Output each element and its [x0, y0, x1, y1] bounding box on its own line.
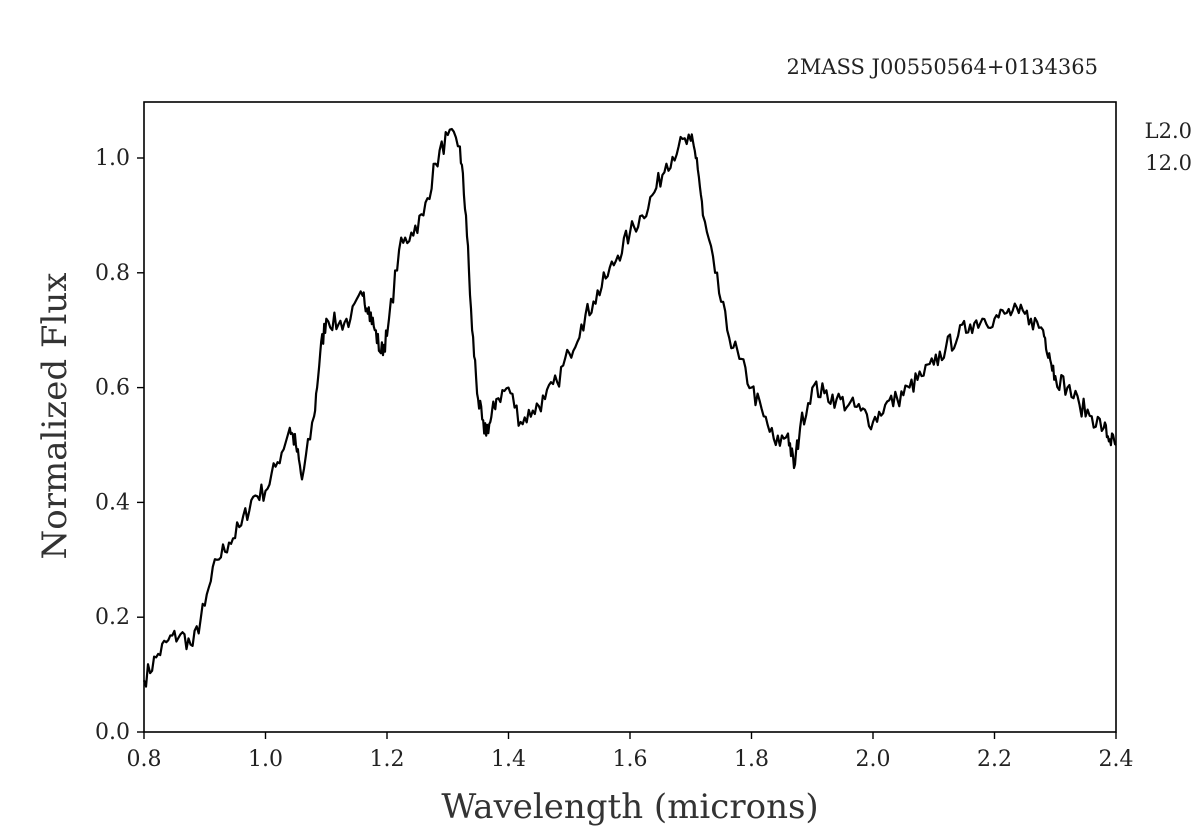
x-tick-label: 1.0	[248, 747, 283, 772]
y-tick-label: 0.2	[95, 605, 130, 630]
x-tick-label: 2.4	[1099, 747, 1134, 772]
x-tick-label: 1.6	[613, 747, 648, 772]
y-tick-label: 0.0	[95, 720, 130, 745]
y-tick-label: 0.4	[95, 490, 130, 515]
chart-title: 2MASS J00550564+0134365	[786, 55, 1098, 79]
x-tick-label: 2.0	[856, 747, 891, 772]
spectrum-series	[142, 127, 1117, 688]
y-tick-label: 0.6	[95, 376, 130, 401]
y-axis-label: Normalized Flux	[35, 273, 75, 560]
x-tick-label: 0.8	[127, 747, 162, 772]
x-tick-label: 1.2	[370, 747, 405, 772]
y-tick-label: 1.0	[95, 146, 130, 171]
spectral-type-annotation: L2.0	[1145, 119, 1192, 143]
plot-frame	[143, 101, 1117, 733]
axis-ticks: 0.8 1.0 1.2 1.4 1.6 1.8 2.0 2.2 2.4 0.0 0.2 0.4 0.6 0…	[95, 146, 1134, 772]
y-tick-label: 0.8	[95, 261, 130, 286]
x-tick-label: 1.8	[734, 747, 769, 772]
value-annotation: 12.0	[1145, 151, 1192, 175]
x-tick-label: 1.4	[491, 747, 526, 772]
spectrum-line	[142, 127, 1117, 688]
x-axis-label: Wavelength (microns)	[441, 787, 818, 827]
x-tick-label: 2.2	[977, 747, 1012, 772]
